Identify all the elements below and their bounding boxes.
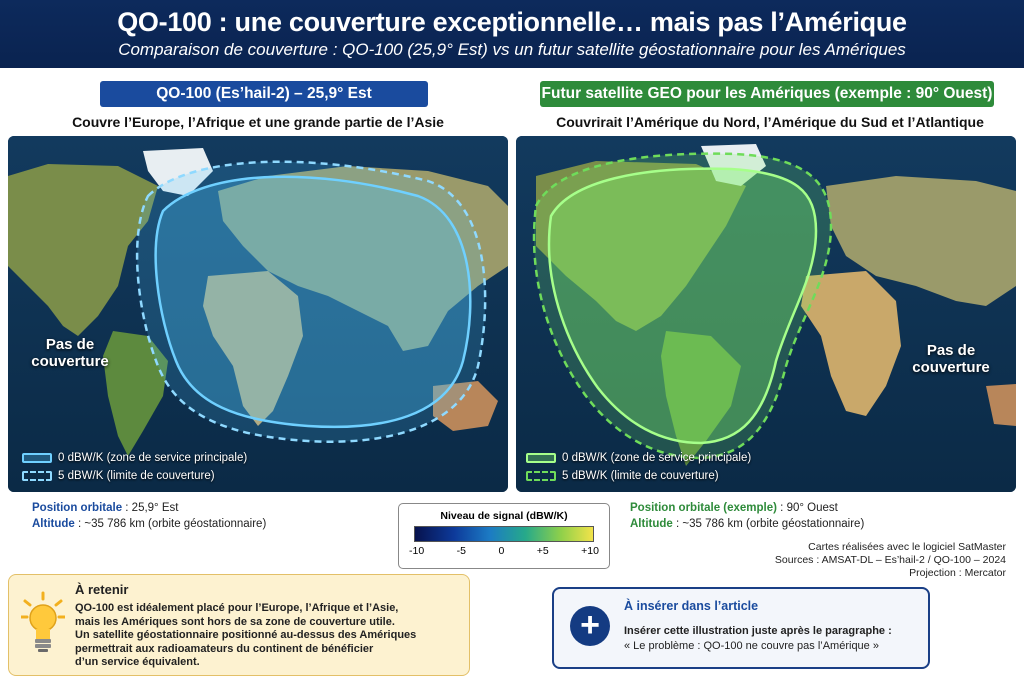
- insert-line-2: « Le problème : QO-100 ne couvre pas l’A…: [624, 640, 879, 652]
- qo100-badge: QO-100 (Es’hail-2) – 25,9° Est: [100, 81, 428, 107]
- signal-level-scale: Niveau de signal (dBW/K) -10 -5 0 +5 +10: [398, 503, 610, 569]
- legend-dashed-label: 5 dBW/K (limite de couverture): [58, 470, 215, 482]
- qo100-coverage-map: Pas de couverture 0 dBW/K (zone de servi…: [8, 136, 508, 492]
- future-geo-altitude-key: Altitude: [630, 518, 673, 530]
- main-service-zone-contour-right: [547, 167, 818, 445]
- insert-body: Insérer cette illustration juste après l…: [624, 624, 892, 654]
- legend-solid-label-right: 0 dBW/K (zone de service principale): [562, 452, 752, 464]
- qo100-altitude-key: Altitude: [32, 518, 75, 530]
- north-america-landmass: [8, 164, 158, 336]
- takeaway-title: À retenir: [75, 582, 129, 597]
- future-geo-orbit-info: Position orbitale (exemple) : 90° Ouest …: [630, 500, 864, 532]
- scale-title: Niveau de signal (dBW/K): [440, 510, 568, 522]
- world-map-right: [516, 136, 1016, 492]
- key-takeaway-box: À retenir QO-100 est idéalement placé po…: [8, 574, 470, 676]
- legend-solid-row-left: 0 dBW/K (zone de service principale): [22, 452, 247, 464]
- takeaway-line: d’un service équivalent.: [75, 656, 200, 668]
- takeaway-line: mais les Amériques sont hors de sa zone …: [75, 615, 395, 628]
- takeaway-line: Un satellite géostationnaire positionné …: [75, 629, 417, 641]
- legend-dashed-row-left: 5 dBW/K (limite de couverture): [22, 470, 215, 482]
- future-geo-position-value: : 90° Ouest: [776, 502, 838, 514]
- insert-line-1: Insérer cette illustration juste après l…: [624, 625, 892, 637]
- future-geo-coverage-map: Pas de couverture 0 dBW/K (zone de servi…: [516, 136, 1016, 492]
- scale-tick: -10: [409, 545, 425, 557]
- north-america-landmass-right: [536, 161, 746, 331]
- credits-line: Sources : AMSAT-DL – Es’hail-2 / QO-100 …: [774, 554, 1006, 566]
- takeaway-line: permettrait aux radioamateurs du contine…: [75, 642, 374, 655]
- map-credits: Cartes réalisées avec le logiciel SatMas…: [775, 541, 1006, 580]
- legend-solid-swatch-right: [526, 453, 556, 463]
- page-subtitle: Comparaison de couverture : QO-100 (25,9…: [118, 40, 906, 59]
- qo100-altitude-value: : ~35 786 km (orbite géostationnaire): [74, 518, 267, 530]
- qo100-orbit-info: Position orbitale : 25,9° Est Altitude :…: [32, 500, 266, 532]
- africa-landmass: [203, 271, 303, 426]
- takeaway-body: QO-100 est idéalement placé pour l’Europ…: [75, 602, 465, 670]
- insert-instruction-box: + À insérer dans l’article Insérer cette…: [552, 587, 930, 669]
- header-banner: QO-100 : une couverture exceptionnelle… …: [0, 0, 1024, 68]
- eurasia-landmass-right: [826, 176, 1016, 306]
- page-title: QO-100 : une couverture exceptionnelle… …: [117, 7, 907, 37]
- eurasia-landmass: [218, 166, 508, 351]
- coverage-limit-contour: [135, 160, 487, 443]
- scale-tick: +5: [536, 545, 549, 557]
- future-geo-caption: Couvrirait l’Amérique du Nord, l’Amériqu…: [556, 114, 984, 130]
- qo100-position-key: Position orbitale: [32, 502, 123, 514]
- legend-dashed-swatch-right: [526, 471, 556, 481]
- legend-dashed-row-right: 5 dBW/K (limite de couverture): [526, 470, 719, 482]
- credits-line: Projection : Mercator: [909, 567, 1006, 579]
- scale-ticks: -10 -5 0 +5 +10: [409, 545, 599, 557]
- africa-landmass-right: [801, 271, 901, 416]
- legend-dashed-label-right: 5 dBW/K (limite de couverture): [562, 470, 719, 482]
- no-coverage-label-right: Pas de couverture: [912, 342, 990, 376]
- greenland-landmass: [143, 148, 213, 196]
- qo100-position-value: : 25,9° Est: [122, 502, 179, 514]
- scale-colorbar: [414, 526, 594, 542]
- plus-icon: +: [570, 606, 610, 646]
- insert-title: À insérer dans l’article: [624, 599, 759, 613]
- coverage-limit-contour-right: [532, 152, 833, 460]
- world-map-left: [8, 136, 508, 492]
- scale-tick: 0: [498, 545, 505, 557]
- scale-tick: -5: [456, 545, 466, 557]
- south-america-landmass-right: [661, 331, 741, 466]
- australia-landmass-right: [986, 384, 1016, 426]
- legend-solid-label: 0 dBW/K (zone de service principale): [58, 452, 248, 464]
- south-america-landmass: [103, 331, 168, 456]
- credits-line: Cartes réalisées avec le logiciel SatMas…: [808, 541, 1006, 553]
- future-geo-altitude-value: : ~35 786 km (orbite géostationnaire): [672, 518, 865, 530]
- future-geo-position-key: Position orbitale (exemple): [630, 502, 777, 514]
- scale-tick: +10: [581, 545, 599, 557]
- qo100-caption: Couvre l’Europe, l’Afrique et une grande…: [72, 114, 444, 130]
- legend-dashed-swatch: [22, 471, 52, 481]
- main-service-zone-contour: [154, 175, 472, 429]
- no-coverage-label-left: Pas de couverture: [31, 336, 109, 370]
- australia-landmass: [433, 381, 498, 431]
- legend-solid-swatch: [22, 453, 52, 463]
- future-geo-badge: Futur satellite GEO pour les Amériques (…: [540, 81, 994, 107]
- legend-solid-row-right: 0 dBW/K (zone de service principale): [526, 452, 751, 464]
- takeaway-line: QO-100 est idéalement placé pour l’Europ…: [75, 602, 399, 614]
- lightbulb-icon: [21, 591, 65, 652]
